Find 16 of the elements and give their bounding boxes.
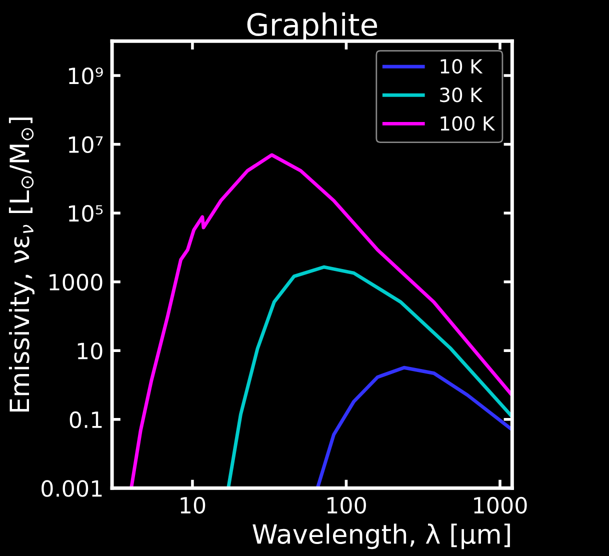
x-tick-label: 100 — [327, 496, 366, 514]
y-tick-label: 0.1 — [70, 411, 102, 428]
y-tick-label: 1000 — [50, 274, 102, 291]
x-axis-title: Wavelength, λ [μm] — [252, 524, 510, 550]
legend-label: 100 K — [440, 116, 496, 131]
y-tick-label: 0.001 — [42, 480, 102, 497]
y-tick-label: 10⁹ — [68, 67, 103, 84]
y-tick-label: 10 — [78, 342, 102, 360]
x-tick-label: 10 — [180, 496, 206, 514]
legend-label: 30 K — [440, 88, 483, 102]
y-tick-label: 10⁷ — [68, 136, 103, 154]
legend-label: 10 K — [440, 58, 483, 74]
y-tick-label: 10⁵ — [68, 205, 103, 222]
chart-title: Graphite — [247, 12, 377, 42]
x-tick-label: 1000 — [474, 496, 527, 514]
y-axis-title: Emissivity, νε$_{ν}$ [L$_{⊙}$/M$_{⊙}$] — [8, 118, 34, 412]
